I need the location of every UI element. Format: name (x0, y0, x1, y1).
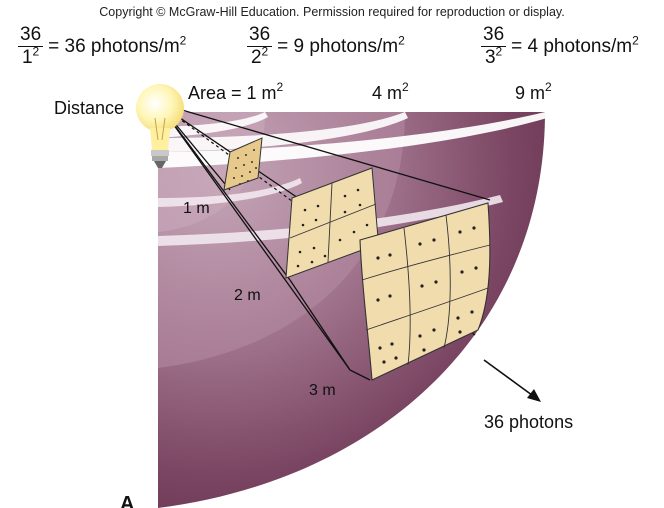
area-4-label: 4 m2 (372, 80, 409, 103)
fraction: 36 12 (18, 24, 44, 69)
formula-1m: 36 12 = 36 photons/m2 (18, 24, 186, 69)
numerator: 36 (481, 24, 507, 47)
distance-label: Distance (54, 98, 124, 118)
formula-2m: 36 22 = 9 photons/m2 (247, 24, 405, 69)
middle-ring-rim (158, 112, 408, 152)
inner-ring-rim (158, 112, 268, 138)
distance-2m-label: 2 m (234, 287, 261, 304)
formula-result: = 9 photons/m2 (277, 33, 405, 57)
lower-band-2 (158, 195, 503, 246)
formula-result: = 36 photons/m2 (48, 33, 187, 57)
panel-label: A (120, 493, 134, 508)
formula-3m: 36 32 = 4 photons/m2 (481, 24, 639, 69)
formula-result: = 4 photons/m2 (511, 33, 639, 57)
fraction: 36 22 (247, 24, 273, 69)
denominator: 32 (484, 44, 503, 68)
copyright-notice: Copyright © McGraw-Hill Education. Permi… (99, 5, 565, 19)
fraction: 36 32 (481, 24, 507, 69)
area-9-label: 9 m2 (515, 80, 552, 103)
area-1-label: Area = 1 m2 (188, 80, 284, 103)
denominator: 12 (21, 44, 40, 68)
lower-band-1 (158, 178, 302, 207)
distance-3m-label: 3 m (309, 382, 336, 399)
photons-arrow (483, 359, 541, 402)
photons-label: 36 photons (484, 412, 573, 432)
numerator: 36 (247, 24, 273, 47)
patch-3m (359, 202, 491, 381)
patch-1m (223, 137, 263, 191)
distance-1m-label: 1 m (183, 200, 210, 217)
light-bulb-icon (136, 84, 184, 168)
numerator: 36 (18, 24, 44, 47)
denominator: 22 (250, 44, 269, 68)
